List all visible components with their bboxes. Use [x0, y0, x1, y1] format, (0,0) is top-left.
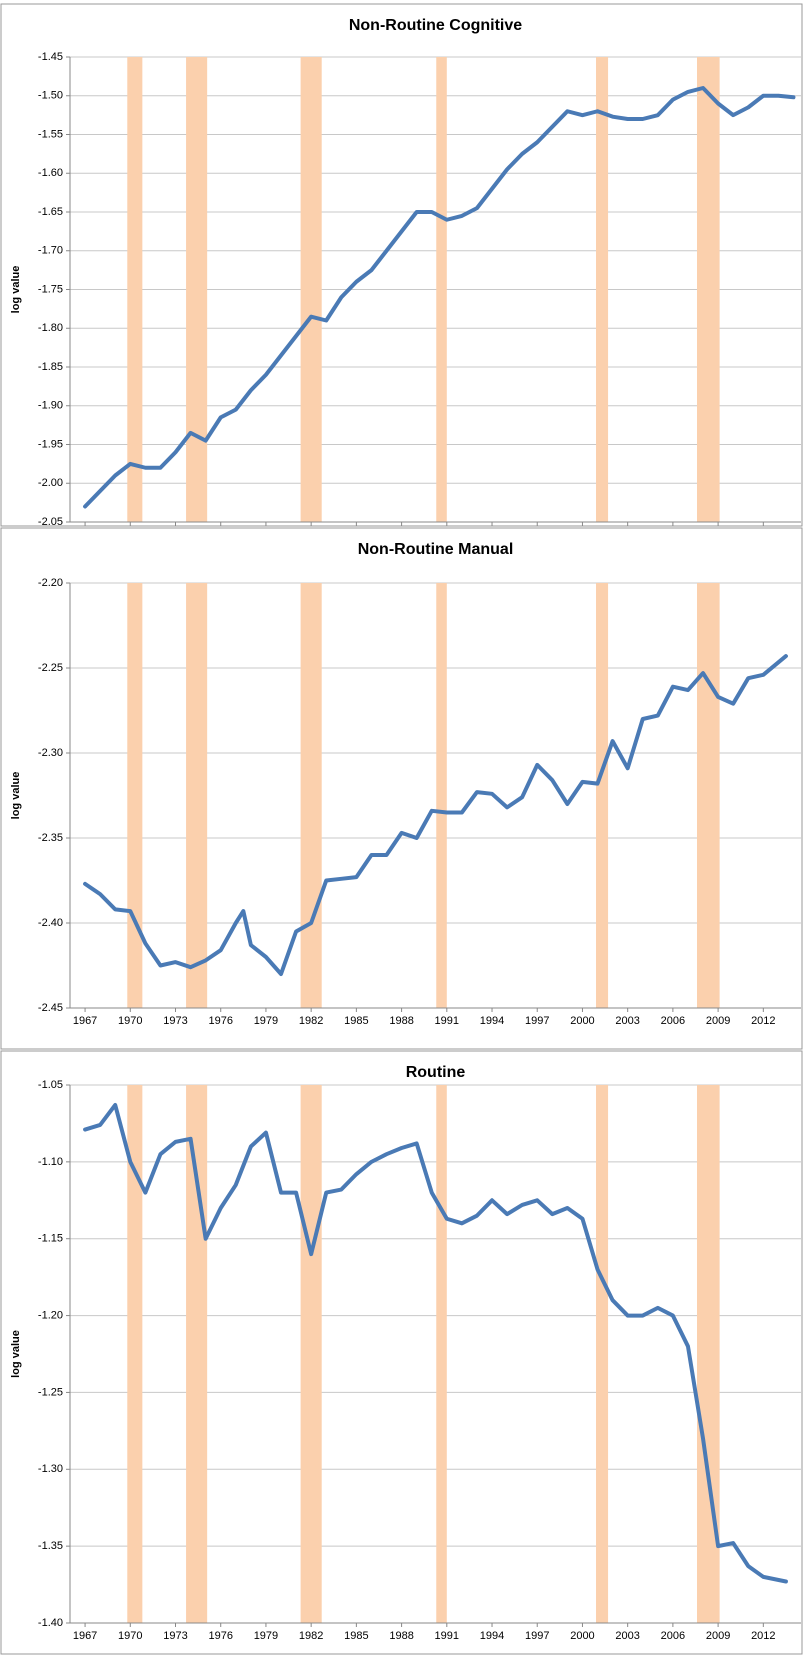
y-tick-label: -1.25: [38, 1386, 63, 1398]
y-tick-label: -1.10: [38, 1156, 63, 1168]
x-tick-label: 1982: [299, 1630, 323, 1642]
y-tick-label: -1.50: [38, 90, 63, 102]
x-tick-label: 1967: [73, 1015, 97, 1027]
x-tick-label: 1988: [389, 1630, 413, 1642]
recession-band: [697, 583, 720, 1008]
y-tick-label: -1.40: [38, 1617, 63, 1629]
recession-band: [300, 1085, 322, 1623]
y-tick-label: -2.45: [38, 1002, 63, 1014]
recession-band: [300, 583, 322, 1008]
x-tick-label: 1997: [525, 1015, 549, 1027]
recession-band: [596, 57, 609, 522]
x-tick-label: 1976: [208, 1015, 232, 1027]
y-tick-label: -1.95: [38, 438, 63, 450]
data-line: [83, 654, 788, 976]
recession-band: [127, 57, 143, 522]
panel-frame: [0, 3, 803, 527]
recession-band: [127, 1085, 143, 1623]
x-tick-label: 1997: [525, 1630, 549, 1642]
recession-band: [127, 583, 143, 1008]
recession-band: [186, 583, 208, 1008]
x-tick-label: 2006: [661, 1630, 685, 1642]
recession-band: [697, 1085, 720, 1623]
y-axis-label: log value: [10, 1330, 22, 1378]
x-tick-label: 1970: [118, 1630, 142, 1642]
x-tick-label: 2012: [751, 1630, 775, 1642]
recession-band: [596, 583, 609, 1008]
recession-band: [300, 57, 322, 522]
y-tick-label: -2.25: [38, 662, 63, 674]
y-tick-label: -2.20: [38, 577, 63, 589]
x-tick-label: 1994: [480, 1630, 504, 1642]
y-tick-label: -2.35: [38, 832, 63, 844]
recession-band: [186, 57, 208, 522]
chart-title: Non-Routine Cognitive: [349, 17, 522, 34]
x-tick-label: 1988: [389, 1015, 413, 1027]
x-tick-label: 1967: [73, 1630, 97, 1642]
x-tick-label: 1991: [435, 1630, 459, 1642]
y-tick-label: -1.90: [38, 400, 63, 412]
x-tick-label: 1976: [208, 1630, 232, 1642]
y-tick-label: -1.75: [38, 283, 63, 295]
x-tick-label: 1973: [163, 1630, 187, 1642]
y-tick-label: -1.30: [38, 1463, 63, 1475]
x-tick-label: 1979: [254, 1630, 278, 1642]
y-axis-label: log value: [10, 266, 22, 314]
x-tick-label: 1985: [344, 1630, 368, 1642]
x-tick-label: 1982: [299, 1015, 323, 1027]
x-tick-label: 2000: [570, 1630, 594, 1642]
panel-frame: [0, 1050, 803, 1655]
y-tick-label: -1.65: [38, 206, 63, 218]
x-tick-label: 2000: [570, 1015, 594, 1027]
y-tick-label: -1.70: [38, 245, 63, 257]
y-tick-label: -2.30: [38, 747, 63, 759]
panel-frame: [0, 527, 803, 1050]
x-tick-label: 1979: [254, 1015, 278, 1027]
y-tick-label: -1.80: [38, 322, 63, 334]
x-tick-label: 2003: [615, 1015, 639, 1027]
y-tick-label: -1.60: [38, 167, 63, 179]
x-tick-label: 2006: [661, 1015, 685, 1027]
x-tick-label: 1970: [118, 1015, 142, 1027]
y-tick-label: -1.05: [38, 1079, 63, 1091]
x-tick-label: 1994: [480, 1015, 504, 1027]
y-tick-label: -1.15: [38, 1233, 63, 1245]
x-tick-label: 2003: [615, 1630, 639, 1642]
x-tick-label: 2009: [706, 1015, 730, 1027]
x-tick-label: 2012: [751, 1015, 775, 1027]
chart-title: Non-Routine Manual: [358, 541, 514, 558]
recession-band: [436, 583, 447, 1008]
y-tick-label: -1.35: [38, 1540, 63, 1552]
x-tick-label: 1985: [344, 1015, 368, 1027]
y-axis-label: log value: [10, 772, 22, 820]
recession-band: [697, 57, 720, 522]
y-tick-label: -1.85: [38, 361, 63, 373]
x-tick-label: 1973: [163, 1015, 187, 1027]
y-tick-label: -2.40: [38, 917, 63, 929]
y-tick-label: -1.20: [38, 1309, 63, 1321]
recession-band: [436, 1085, 447, 1623]
x-tick-label: 1991: [435, 1015, 459, 1027]
y-tick-label: -1.55: [38, 128, 63, 140]
recession-band: [436, 57, 447, 522]
y-tick-label: -1.45: [38, 51, 63, 63]
data-line: [83, 86, 796, 509]
recession-band: [596, 1085, 609, 1623]
y-tick-label: -2.05: [38, 516, 63, 528]
data-line: [83, 1102, 788, 1584]
x-tick-label: 2009: [706, 1630, 730, 1642]
y-tick-label: -2.00: [38, 477, 63, 489]
chart-title: Routine: [406, 1064, 466, 1081]
